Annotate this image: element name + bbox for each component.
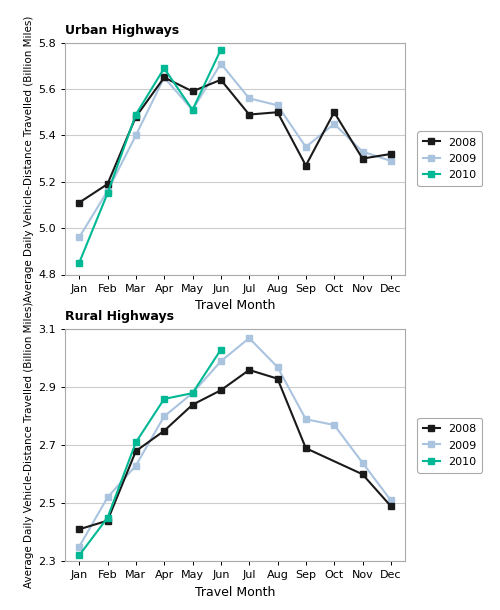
X-axis label: Travel Month: Travel Month xyxy=(195,586,275,599)
Legend: 2008, 2009, 2010: 2008, 2009, 2010 xyxy=(418,418,482,473)
Y-axis label: Average Daily Vehicle-Distance Travelled (Billion Miles): Average Daily Vehicle-Distance Travelled… xyxy=(24,15,34,302)
Y-axis label: Average Daily Vehicle-Distance Travelled (Billion Miles): Average Daily Vehicle-Distance Travelled… xyxy=(24,302,34,589)
Text: Urban Highways: Urban Highways xyxy=(65,24,179,37)
Text: Rural Highways: Rural Highways xyxy=(65,310,174,323)
X-axis label: Travel Month: Travel Month xyxy=(195,299,275,312)
Legend: 2008, 2009, 2010: 2008, 2009, 2010 xyxy=(418,131,482,186)
